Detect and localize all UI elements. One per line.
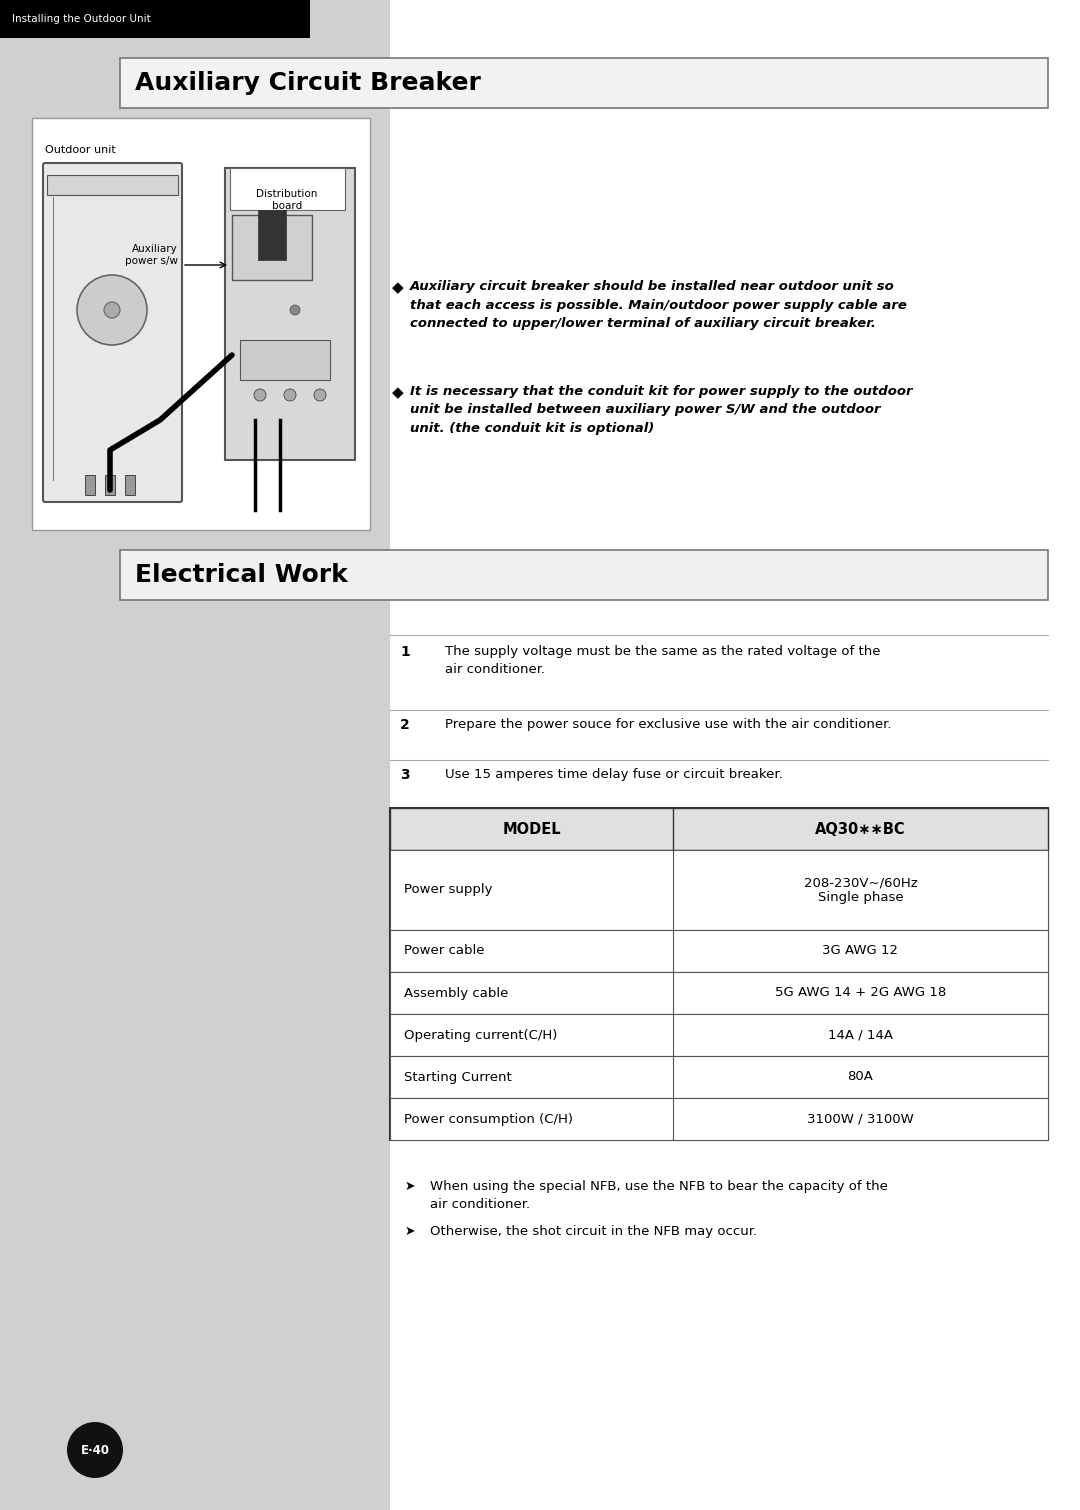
Bar <box>85 476 95 495</box>
Text: Operating current(C/H): Operating current(C/H) <box>404 1028 557 1042</box>
Text: Distribution
board: Distribution board <box>256 189 318 210</box>
Text: 2: 2 <box>400 717 409 732</box>
Bar <box>390 1015 1048 1055</box>
Text: 14A / 14A: 14A / 14A <box>828 1028 893 1042</box>
Bar <box>0 0 390 1510</box>
Bar <box>390 1098 1048 1140</box>
Circle shape <box>67 1422 123 1478</box>
Text: 208-230V~/60Hz
Single phase: 208-230V~/60Hz Single phase <box>804 876 917 904</box>
Bar <box>390 1055 1048 1098</box>
Text: Power cable: Power cable <box>404 944 485 957</box>
Text: 3100W / 3100W: 3100W / 3100W <box>807 1113 914 1125</box>
Text: Auxiliary
power s/w: Auxiliary power s/w <box>125 245 178 266</box>
Text: ◆: ◆ <box>392 385 404 400</box>
Text: Installing the Outdoor Unit: Installing the Outdoor Unit <box>12 14 151 24</box>
Bar <box>120 550 1048 599</box>
Text: The supply voltage must be the same as the rated voltage of the
air conditioner.: The supply voltage must be the same as t… <box>445 645 880 676</box>
Circle shape <box>291 305 300 316</box>
Bar <box>230 168 345 210</box>
Text: It is necessary that the conduit kit for power supply to the outdoor
unit be ins: It is necessary that the conduit kit for… <box>410 385 913 435</box>
Text: ◆: ◆ <box>392 279 404 294</box>
Text: AQ30∗∗BC: AQ30∗∗BC <box>815 821 906 837</box>
Text: Power supply: Power supply <box>404 883 492 897</box>
Bar <box>225 168 355 461</box>
Text: Outdoor unit: Outdoor unit <box>45 145 116 156</box>
Text: 80A: 80A <box>848 1071 874 1084</box>
Text: 3G AWG 12: 3G AWG 12 <box>823 944 899 957</box>
Text: Electrical Work: Electrical Work <box>135 563 348 587</box>
Bar <box>240 340 330 381</box>
Bar <box>120 57 1048 109</box>
Text: Power consumption (C/H): Power consumption (C/H) <box>404 1113 573 1125</box>
Bar <box>390 808 1048 850</box>
Text: When using the special NFB, use the NFB to bear the capacity of the
air conditio: When using the special NFB, use the NFB … <box>430 1179 888 1211</box>
Bar <box>32 118 370 530</box>
Text: Assembly cable: Assembly cable <box>404 986 509 1000</box>
FancyBboxPatch shape <box>43 163 183 501</box>
Bar <box>258 210 286 260</box>
Circle shape <box>284 390 296 402</box>
Text: Prepare the power souce for exclusive use with the air conditioner.: Prepare the power souce for exclusive us… <box>445 717 891 731</box>
Circle shape <box>104 302 120 319</box>
Circle shape <box>77 275 147 344</box>
Bar <box>125 476 135 495</box>
Circle shape <box>314 390 326 402</box>
Text: ➤: ➤ <box>405 1225 416 1238</box>
Bar <box>0 0 310 38</box>
Bar <box>390 808 1048 1140</box>
Text: Otherwise, the shot circuit in the NFB may occur.: Otherwise, the shot circuit in the NFB m… <box>430 1225 757 1238</box>
Bar <box>390 850 1048 930</box>
Text: 5G AWG 14 + 2G AWG 18: 5G AWG 14 + 2G AWG 18 <box>774 986 946 1000</box>
Text: ➤: ➤ <box>405 1179 416 1193</box>
Text: MODEL: MODEL <box>502 821 561 837</box>
Text: E·40: E·40 <box>81 1444 109 1457</box>
Text: 1: 1 <box>400 645 409 658</box>
Text: Use 15 amperes time delay fuse or circuit breaker.: Use 15 amperes time delay fuse or circui… <box>445 769 783 781</box>
Text: 3: 3 <box>400 769 409 782</box>
Text: Auxiliary circuit breaker should be installed near outdoor unit so
that each acc: Auxiliary circuit breaker should be inst… <box>410 279 907 331</box>
Bar <box>390 930 1048 972</box>
Circle shape <box>254 390 266 402</box>
Bar <box>105 476 114 495</box>
Text: Auxiliary Circuit Breaker: Auxiliary Circuit Breaker <box>135 71 481 95</box>
Bar <box>390 972 1048 1015</box>
Bar <box>232 214 312 279</box>
Text: Starting Current: Starting Current <box>404 1071 512 1084</box>
Bar <box>48 175 178 195</box>
